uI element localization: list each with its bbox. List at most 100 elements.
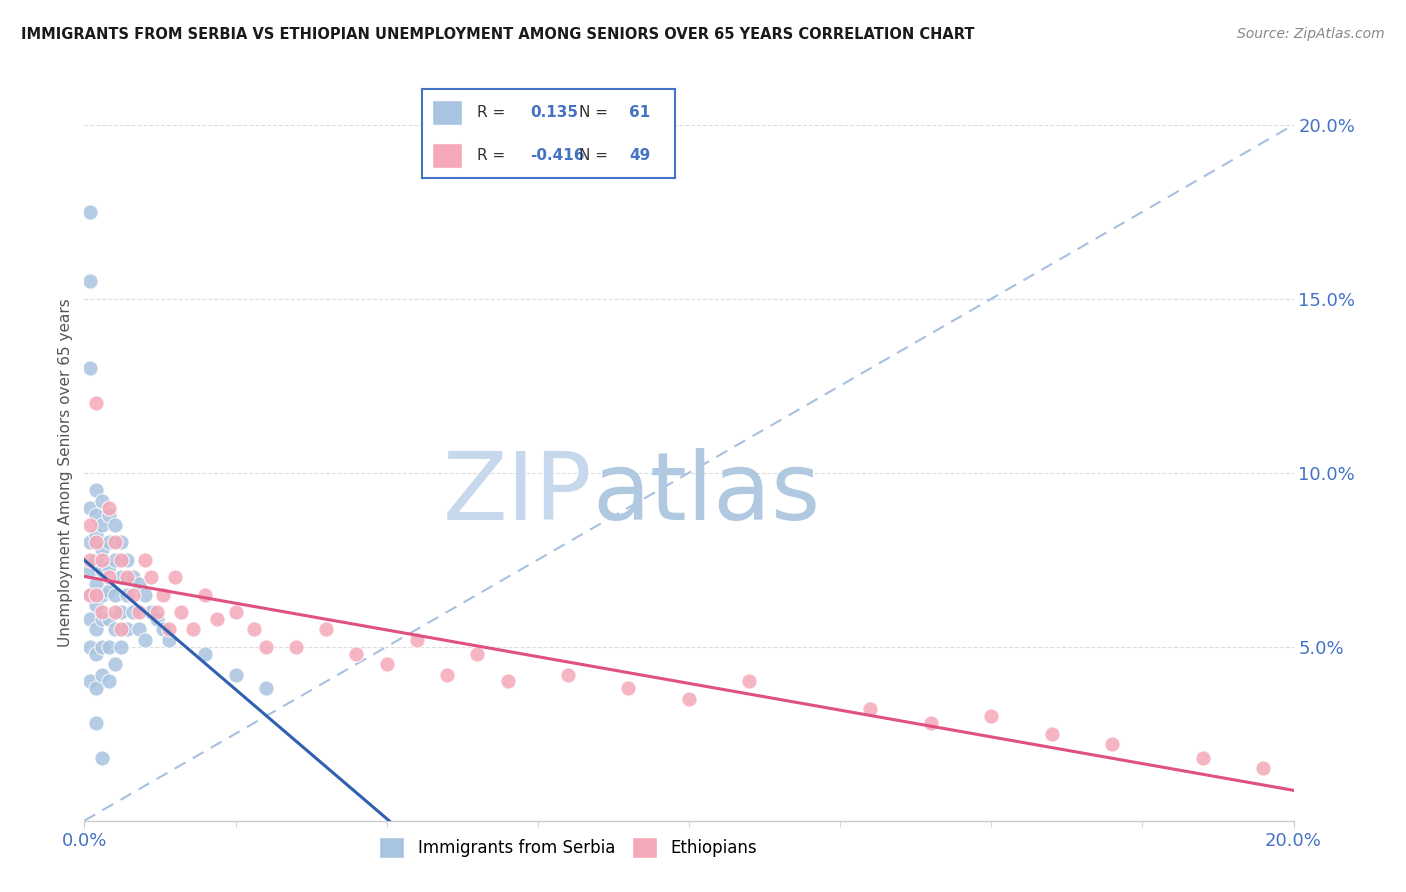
Point — [91, 552, 114, 567]
Point — [97, 559, 120, 574]
Point — [86, 598, 108, 612]
Point — [406, 632, 429, 647]
Point — [104, 552, 127, 567]
Point — [97, 570, 120, 584]
Point — [86, 623, 108, 637]
Point — [980, 709, 1002, 723]
Point — [97, 584, 120, 599]
Point — [110, 640, 132, 654]
Point — [134, 587, 156, 601]
Point — [104, 605, 127, 619]
FancyBboxPatch shape — [432, 100, 463, 125]
Point — [121, 605, 143, 619]
Text: -0.416: -0.416 — [530, 148, 585, 162]
Point — [104, 517, 127, 532]
Point — [97, 640, 120, 654]
Point — [859, 702, 882, 716]
Point — [79, 587, 101, 601]
Point — [104, 587, 127, 601]
Text: R =: R = — [478, 105, 510, 120]
Point — [86, 535, 108, 549]
Point — [115, 552, 138, 567]
Point — [91, 612, 114, 626]
Point — [678, 692, 700, 706]
Text: atlas: atlas — [592, 448, 821, 540]
FancyBboxPatch shape — [432, 143, 463, 168]
Point — [91, 640, 114, 654]
Point — [86, 681, 108, 696]
Point — [115, 623, 138, 637]
Point — [1101, 737, 1123, 751]
Point — [86, 396, 108, 410]
Point — [79, 552, 101, 567]
Point — [170, 605, 193, 619]
Point — [181, 623, 204, 637]
Point — [128, 577, 150, 591]
Point — [97, 500, 120, 515]
Point — [91, 605, 114, 619]
Point — [134, 552, 156, 567]
Point — [128, 605, 150, 619]
Point — [91, 667, 114, 681]
Point — [86, 552, 108, 567]
Text: ZIP: ZIP — [443, 448, 592, 540]
Point — [617, 681, 640, 696]
Text: Source: ZipAtlas.com: Source: ZipAtlas.com — [1237, 27, 1385, 41]
Point — [254, 640, 277, 654]
Point — [91, 493, 114, 508]
Point — [496, 674, 519, 689]
Point — [375, 657, 398, 671]
Point — [79, 274, 101, 288]
Point — [128, 623, 150, 637]
Point — [86, 647, 108, 661]
Text: N =: N = — [579, 105, 613, 120]
Point — [91, 587, 114, 601]
Text: R =: R = — [478, 148, 510, 162]
Text: 61: 61 — [630, 105, 651, 120]
Text: IMMIGRANTS FROM SERBIA VS ETHIOPIAN UNEMPLOYMENT AMONG SENIORS OVER 65 YEARS COR: IMMIGRANTS FROM SERBIA VS ETHIOPIAN UNEM… — [21, 27, 974, 42]
Legend: Immigrants from Serbia, Ethiopians: Immigrants from Serbia, Ethiopians — [373, 830, 763, 864]
Point — [104, 535, 127, 549]
Y-axis label: Unemployment Among Seniors over 65 years: Unemployment Among Seniors over 65 years — [58, 299, 73, 647]
Point — [315, 623, 337, 637]
Point — [79, 361, 101, 376]
Point — [157, 632, 180, 647]
Point — [86, 528, 108, 542]
Point — [79, 674, 101, 689]
Point — [1251, 761, 1274, 775]
Point — [110, 535, 132, 549]
Point — [346, 647, 368, 661]
Point — [207, 612, 229, 626]
Point — [110, 552, 132, 567]
Text: 0.135: 0.135 — [530, 105, 579, 120]
Point — [79, 500, 101, 515]
Point — [152, 587, 174, 601]
Point — [1191, 751, 1213, 765]
Point — [91, 517, 114, 532]
Point — [79, 535, 101, 549]
Point — [146, 605, 169, 619]
Point — [254, 681, 277, 696]
Point — [110, 570, 132, 584]
Point — [110, 605, 132, 619]
Point — [284, 640, 308, 654]
Point — [86, 508, 108, 522]
Point — [91, 751, 114, 765]
Text: 49: 49 — [630, 148, 651, 162]
Point — [225, 605, 247, 619]
Point — [97, 674, 120, 689]
Point — [242, 623, 264, 637]
Point — [115, 570, 138, 584]
Point — [146, 612, 169, 626]
Point — [467, 647, 489, 661]
Point — [225, 667, 247, 681]
Point — [163, 570, 186, 584]
Point — [97, 612, 120, 626]
Point — [134, 632, 156, 647]
Point — [110, 623, 132, 637]
Point — [157, 623, 180, 637]
Point — [79, 563, 101, 577]
Point — [121, 570, 143, 584]
Point — [97, 535, 120, 549]
Point — [436, 667, 458, 681]
